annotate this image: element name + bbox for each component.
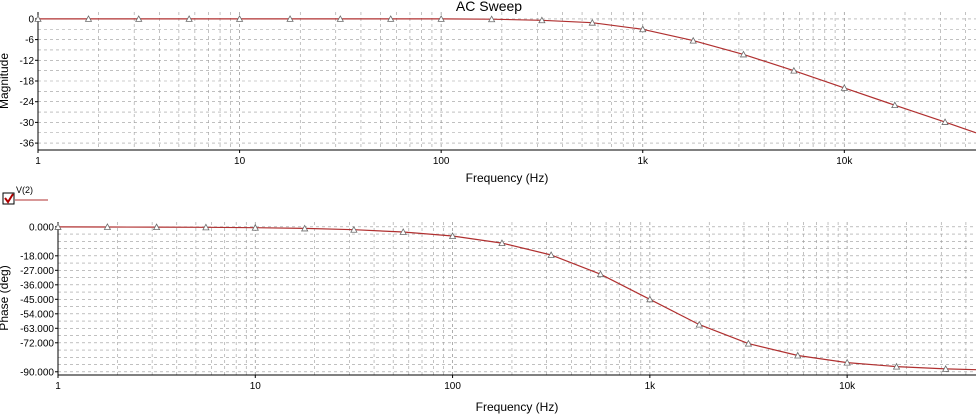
data-point-marker — [152, 223, 161, 231]
x-tick-label: 1 — [35, 156, 41, 167]
data-point-marker — [336, 15, 344, 22]
y-tick-label: -45.000 — [20, 295, 54, 306]
data-point-marker — [54, 223, 62, 230]
data-point-marker — [448, 232, 457, 239]
checkmark-icon — [4, 193, 14, 204]
chart-title: AC Sweep — [456, 0, 522, 14]
y-tick-label: -36 — [20, 139, 35, 150]
data-point-marker — [892, 362, 901, 370]
data-point-marker — [498, 239, 506, 246]
data-point-marker — [646, 295, 654, 303]
y-tick-label: -30 — [20, 118, 35, 129]
data-point-marker — [34, 15, 42, 22]
data-point-marker — [202, 223, 210, 231]
y-tick-label: 0 — [28, 14, 34, 25]
data-point-marker — [286, 15, 294, 22]
series-line — [57, 226, 977, 371]
y-axis-label: Phase (deg) — [0, 265, 11, 330]
legend-label: V(2) — [16, 185, 33, 195]
data-point-marker — [744, 339, 753, 347]
magnitude-plot: 0 -6 -12 -18 -24 -30 -361 10 100 1k 10k Frequency (… — [0, 12, 977, 185]
x-tick-label: 1 — [55, 381, 61, 392]
data-point-marker — [487, 15, 496, 23]
x-axis-label: Frequency (Hz) — [466, 171, 549, 185]
data-point-marker — [794, 351, 802, 359]
y-tick-label: -72.000 — [20, 338, 54, 349]
data-point-marker — [538, 16, 546, 24]
data-point-marker — [437, 15, 445, 22]
data-point-marker — [843, 358, 851, 366]
x-tick-label: 1k — [645, 381, 657, 392]
data-point-marker — [387, 15, 395, 22]
y-tick-label: -90.000 — [20, 367, 54, 378]
phase-plot: 0.000 -18.000 -27.000 -36.000 -45.000 -54.000… — [0, 222, 977, 414]
data-point-marker — [596, 270, 605, 278]
data-point-marker — [840, 84, 848, 91]
y-tick-label: 0.000 — [29, 222, 54, 233]
data-point-marker — [185, 15, 193, 22]
y-axis-label: Magnitude — [0, 53, 11, 109]
x-tick-label: 10k — [836, 156, 853, 167]
y-tick-label: -36.000 — [20, 280, 54, 291]
data-point-marker — [891, 101, 899, 109]
data-point-marker — [689, 36, 697, 44]
data-point-marker — [739, 50, 748, 58]
data-point-marker — [84, 15, 93, 22]
data-point-marker — [135, 15, 143, 22]
x-tick-label: 100 — [444, 381, 461, 392]
x-tick-label: 100 — [433, 156, 450, 167]
legend[interactable]: V(2) — [2, 185, 48, 205]
x-tick-label: 10 — [250, 381, 262, 392]
data-point-marker — [790, 66, 798, 74]
y-tick-label: -18.000 — [20, 251, 54, 262]
y-tick-label: -63.000 — [20, 324, 54, 335]
data-point-marker — [941, 118, 949, 125]
x-tick-label: 10k — [839, 381, 856, 392]
data-point-marker — [588, 18, 596, 26]
y-tick-label: -54.000 — [20, 309, 54, 320]
data-point-marker — [103, 223, 112, 230]
data-point-marker — [350, 225, 358, 233]
y-tick-label: -6 — [25, 35, 34, 46]
y-tick-label: -18 — [20, 77, 35, 88]
y-tick-label: -12 — [20, 56, 35, 67]
data-point-marker — [547, 251, 555, 258]
x-tick-label: 10 — [234, 156, 246, 167]
data-point-marker — [235, 15, 244, 22]
series-line — [38, 18, 977, 134]
data-point-marker — [695, 320, 703, 328]
data-point-marker — [639, 25, 647, 33]
x-tick-label: 1k — [637, 156, 649, 167]
legend-checkbox[interactable] — [2, 192, 15, 205]
data-point-marker — [251, 223, 259, 231]
data-point-marker — [942, 365, 950, 372]
data-point-marker — [399, 228, 407, 235]
data-point-marker — [301, 224, 309, 232]
x-axis-label: Frequency (Hz) — [476, 400, 559, 414]
y-tick-label: -24 — [20, 97, 35, 108]
y-tick-label: -27.000 — [20, 266, 54, 277]
